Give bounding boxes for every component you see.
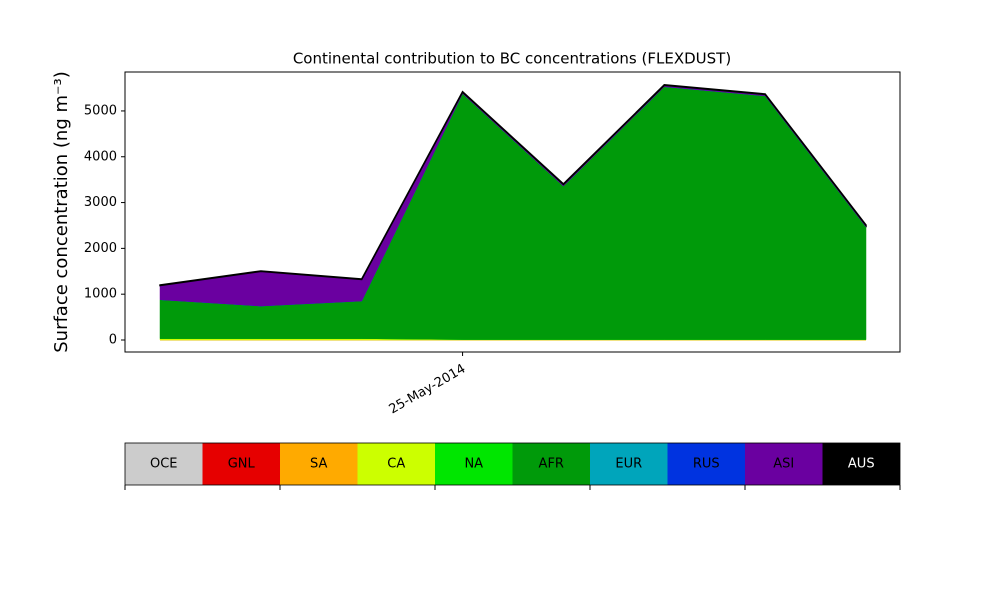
legend-swatch xyxy=(745,443,823,485)
legend-frame xyxy=(124,442,901,486)
legend-swatch xyxy=(202,443,280,485)
y-axis-label: Surface concentration (ng m⁻³) xyxy=(51,71,72,353)
chart-title: Continental contribution to BC concentra… xyxy=(293,50,731,68)
y-tick-label: 4000 xyxy=(84,149,117,164)
legend-swatch xyxy=(357,443,435,485)
legend-label: GNL xyxy=(228,457,256,472)
legend-label: AFR xyxy=(539,457,564,472)
legend-swatch xyxy=(280,443,358,485)
legend-label: AUS xyxy=(848,457,875,472)
legend-swatch xyxy=(822,443,900,485)
legend-label: EUR xyxy=(615,457,642,472)
legend-label: ASI xyxy=(773,457,794,472)
area xyxy=(159,84,867,287)
legend-label: SA xyxy=(310,457,327,472)
legend-label: CA xyxy=(387,457,405,472)
y-tick-label: 3000 xyxy=(84,195,117,210)
y-tick-label: 2000 xyxy=(84,241,117,256)
legend-swatch xyxy=(667,443,745,485)
legend-swatch xyxy=(125,443,203,485)
y-tick-label: 5000 xyxy=(84,103,117,118)
legend-label: NA xyxy=(464,457,483,472)
legend-label: OCE xyxy=(150,457,178,472)
legend-swatch xyxy=(435,443,513,485)
x-tick-label: 25-May-2014 xyxy=(387,362,469,418)
legend-label: RUS xyxy=(693,457,720,472)
legend-swatch xyxy=(512,443,590,485)
y-tick-label: 1000 xyxy=(84,287,117,302)
legend-swatch xyxy=(590,443,668,485)
y-tick-label: 0 xyxy=(109,332,117,347)
plot-frame xyxy=(124,71,901,353)
